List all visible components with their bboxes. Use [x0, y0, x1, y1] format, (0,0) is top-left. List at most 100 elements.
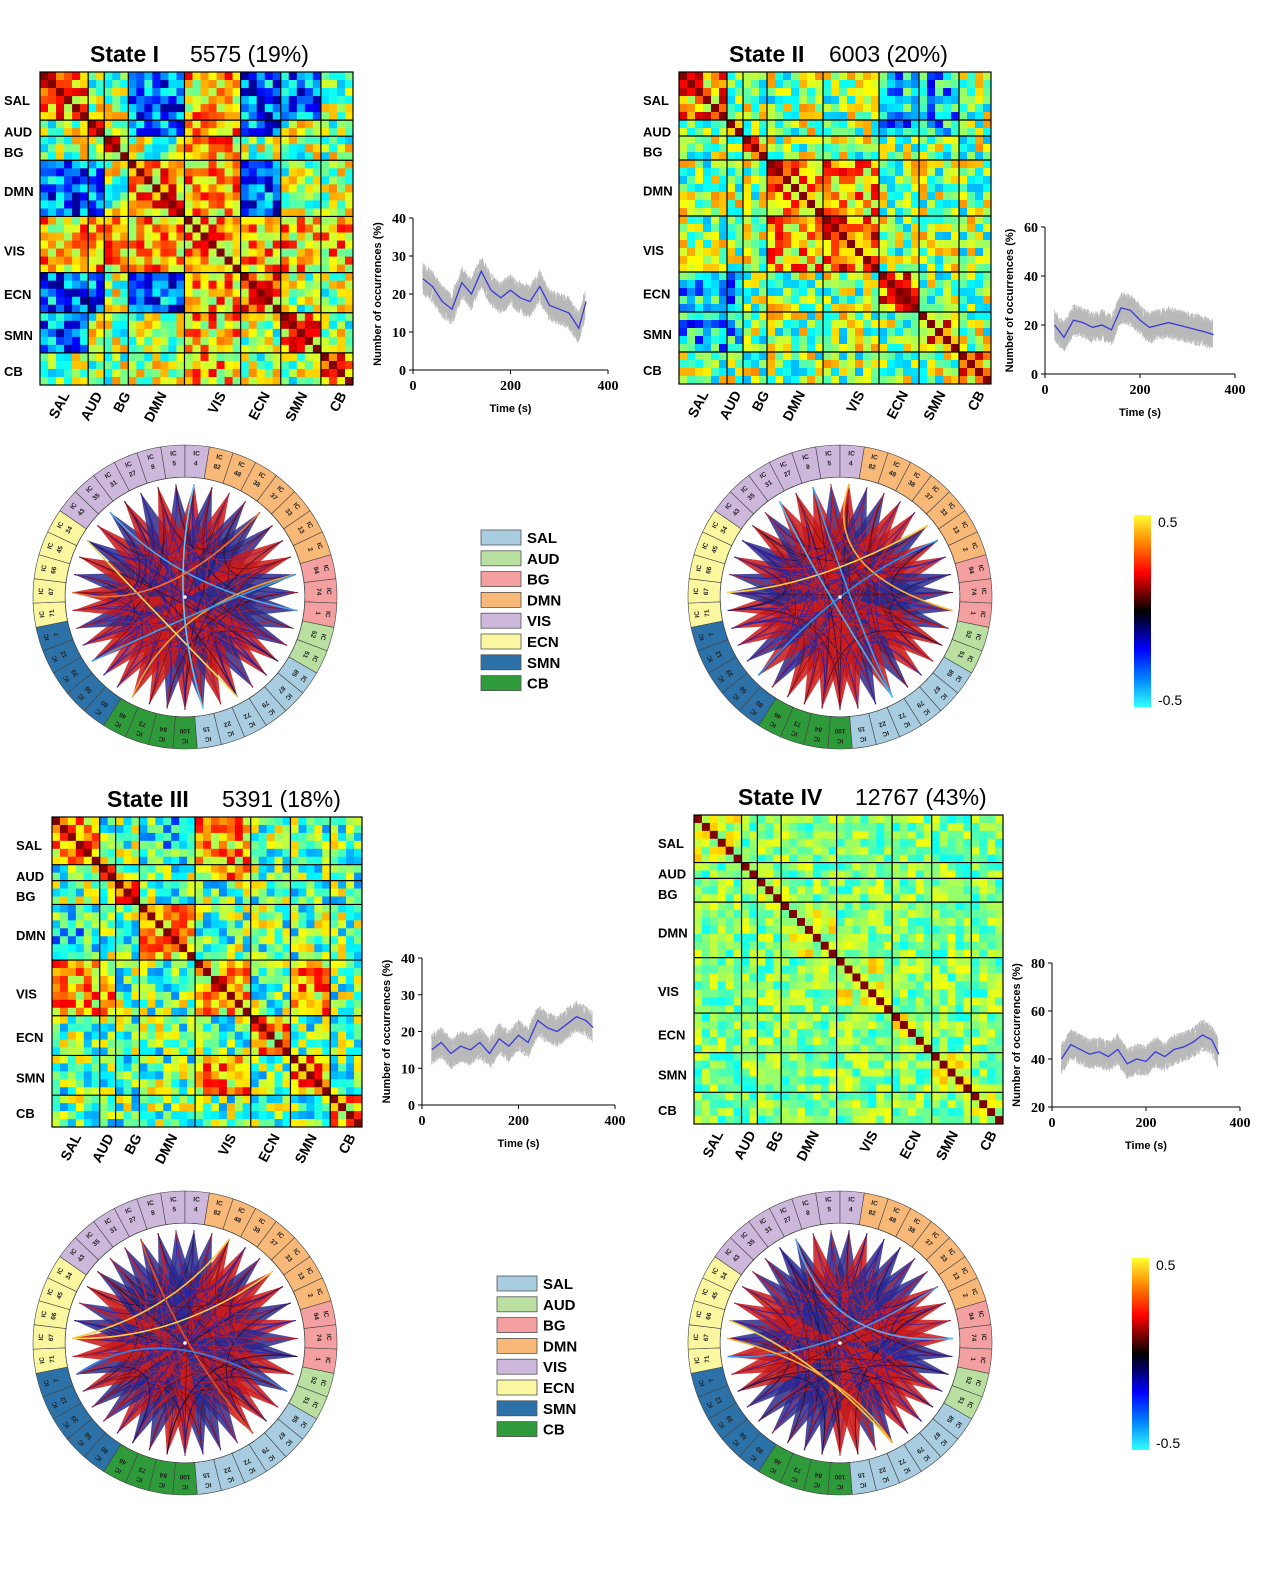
matrix-cell [115, 1015, 124, 1024]
matrix-cell [131, 896, 140, 905]
matrix-cell [136, 168, 145, 177]
ic-segment-vis [791, 446, 822, 484]
matrix-cell [266, 999, 275, 1009]
matrix-cell [67, 936, 77, 945]
matrix-cell [115, 1007, 124, 1017]
matrix-cell [735, 128, 744, 137]
matrix-cell [751, 240, 760, 249]
strong-chord [131, 573, 296, 698]
matrix-cell [274, 975, 283, 985]
matrix-cell [983, 248, 992, 257]
matrix-cell [783, 352, 792, 361]
matrix-cell [168, 232, 177, 241]
matrix-cell [823, 280, 832, 289]
matrix-cell [224, 320, 233, 330]
ic-label-number: 45 [56, 545, 65, 555]
matrix-cell [959, 376, 968, 385]
matrix-col-label-cb: CB [326, 389, 350, 414]
matrix-cell [250, 1015, 259, 1024]
matrix-cell [791, 304, 800, 313]
matrix-cell [314, 1023, 323, 1032]
matrix-cell [187, 1007, 196, 1017]
ic-segment-vis [136, 446, 167, 484]
matrix-cell [783, 136, 792, 145]
matrix-cell [879, 272, 888, 281]
matrix-cell [208, 320, 217, 330]
matrix-cell [232, 352, 241, 362]
matrix-cell [210, 880, 220, 889]
matrix-cell [983, 128, 992, 137]
matrix-cell [927, 184, 936, 193]
matrix-cell [192, 344, 201, 354]
matrix-cell [274, 840, 283, 850]
matrix-cell [184, 208, 193, 217]
matrix-cell [234, 817, 244, 826]
matrix-cell [983, 304, 992, 313]
matrix-cell [871, 320, 880, 329]
matrix-cell [719, 88, 728, 97]
chord [72, 606, 131, 629]
matrix-cell [815, 304, 824, 313]
matrix-cell [863, 208, 872, 217]
matrix-cell [344, 336, 354, 346]
matrix-cell [935, 120, 944, 129]
matrix-cell [171, 960, 180, 969]
matrix-cell [679, 288, 688, 297]
matrix-cell [48, 152, 57, 161]
matrix-cell [272, 152, 282, 161]
matrix-cell [943, 376, 952, 385]
matrix-cell [759, 112, 768, 121]
matrix-cell [176, 280, 185, 289]
matrix-cell [823, 256, 832, 265]
matrix-cell [847, 312, 856, 321]
matrix-cell [56, 224, 65, 233]
matrix-cell [176, 176, 185, 185]
matrix-cell [264, 192, 274, 201]
matrix-cell [791, 368, 800, 377]
matrix-cell [155, 928, 164, 937]
matrix-cell [272, 176, 282, 185]
matrix-cell [727, 208, 736, 217]
matrix-cell [280, 168, 290, 177]
matrix-cell [735, 376, 744, 385]
matrix-cell [136, 224, 145, 233]
matrix-cell [871, 344, 880, 353]
matrix-cell [751, 152, 760, 161]
matrix-cell [330, 824, 339, 834]
matrix-cell [871, 192, 880, 201]
matrix-cell [115, 817, 124, 826]
matrix-cell [751, 128, 760, 137]
ic-label-number: 12 [59, 649, 69, 659]
matrix-cell [895, 80, 904, 89]
matrix-cell [232, 152, 241, 161]
ic-label-number: 72 [897, 710, 907, 720]
matrix-cell [951, 272, 960, 281]
matrix-cell [131, 968, 140, 977]
matrix-cell [179, 1015, 188, 1024]
matrix-cell [935, 360, 944, 369]
matrix-cell [312, 112, 322, 121]
matrix-cell [216, 312, 225, 322]
matrix-cell [328, 128, 338, 137]
matrix-cell [967, 328, 976, 337]
matrix-cell [775, 88, 784, 97]
matrix-cell [903, 176, 912, 185]
matrix-cell [338, 864, 347, 873]
matrix-cell [266, 856, 275, 865]
matrix-cell [344, 192, 354, 201]
matrix-cell [280, 200, 290, 209]
matrix-cell [322, 999, 331, 1009]
matrix-cell [743, 352, 752, 361]
matrix-cell [895, 72, 904, 81]
matrix-cell [176, 168, 185, 177]
matrix-cell [679, 216, 688, 225]
matrix-cell [967, 248, 976, 257]
matrix-cell [296, 72, 306, 81]
matrix-cell [296, 280, 306, 289]
ic-label-number: 33 [283, 508, 293, 518]
ic-label-prefix: IC [946, 502, 956, 512]
matrix-cell [80, 176, 89, 185]
chord [741, 487, 868, 561]
matrix-cell [104, 256, 113, 265]
matrix-cell [218, 960, 228, 969]
